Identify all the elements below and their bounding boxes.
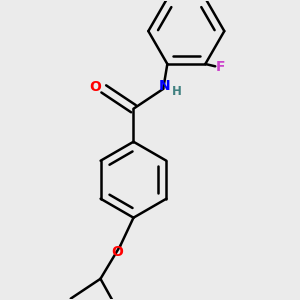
Text: N: N [159, 79, 171, 93]
Text: O: O [112, 245, 124, 259]
Text: F: F [215, 60, 225, 74]
Text: H: H [172, 85, 182, 98]
Text: O: O [90, 80, 101, 94]
